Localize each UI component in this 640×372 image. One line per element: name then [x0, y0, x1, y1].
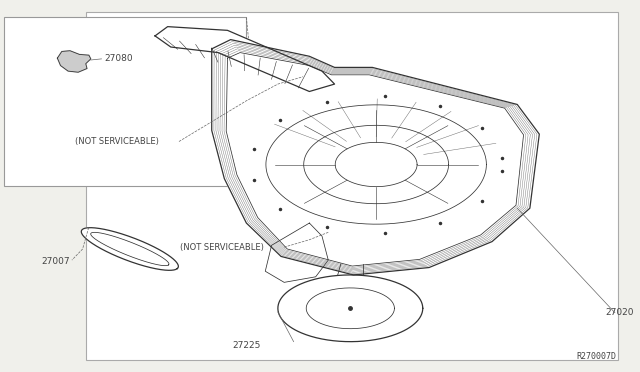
Bar	[86, 12, 618, 360]
Polygon shape	[81, 228, 179, 270]
Text: R270007D: R270007D	[577, 352, 617, 361]
Text: 27080: 27080	[104, 54, 133, 63]
Bar	[4, 17, 246, 186]
Text: (NOT SERVICEABLE): (NOT SERVICEABLE)	[75, 137, 159, 146]
Text: 27225: 27225	[232, 341, 260, 350]
Polygon shape	[265, 223, 328, 282]
Polygon shape	[155, 27, 335, 92]
Text: 27020: 27020	[605, 308, 634, 317]
Polygon shape	[278, 275, 423, 341]
Polygon shape	[212, 39, 540, 275]
Text: (NOT SERVICEABLE): (NOT SERVICEABLE)	[180, 243, 264, 251]
Text: 27007: 27007	[42, 257, 70, 266]
Polygon shape	[58, 51, 91, 72]
